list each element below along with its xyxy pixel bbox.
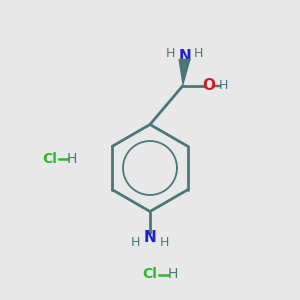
Text: H: H [160, 236, 169, 249]
Polygon shape [179, 59, 190, 84]
Text: Cl: Cl [42, 152, 57, 166]
Text: O: O [202, 78, 215, 93]
Text: Cl: Cl [142, 268, 158, 281]
Text: H: H [165, 47, 175, 60]
Text: N: N [178, 49, 191, 64]
Text: H: H [167, 268, 178, 281]
Text: H: H [131, 236, 140, 249]
Text: H: H [219, 79, 228, 92]
Text: H: H [67, 152, 77, 166]
Text: N: N [144, 230, 156, 244]
Text: H: H [194, 47, 204, 60]
